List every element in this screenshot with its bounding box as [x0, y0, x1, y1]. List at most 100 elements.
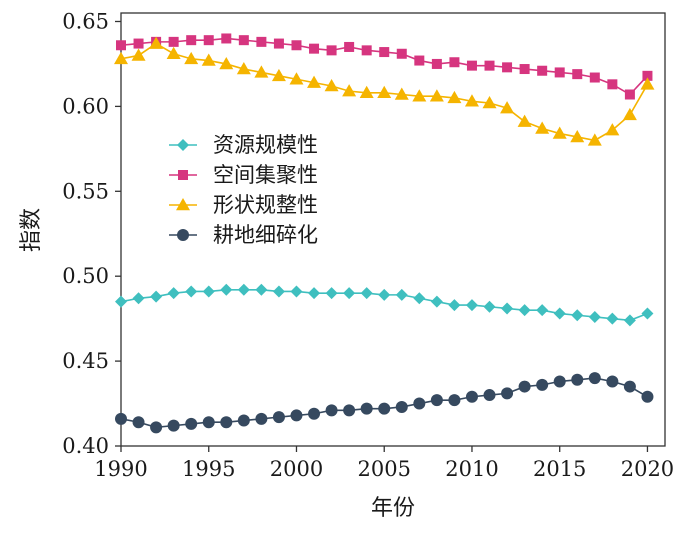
legend-label: 资源规模性 [213, 133, 318, 157]
data-point [606, 375, 619, 388]
data-point [570, 129, 585, 143]
data-point [482, 95, 497, 109]
data-point [412, 89, 427, 102]
data-point [413, 292, 426, 305]
data-point [309, 43, 320, 54]
data-point [414, 55, 425, 66]
data-point [518, 304, 531, 317]
data-point [325, 287, 338, 300]
data-point [465, 390, 478, 403]
data-point [483, 300, 496, 313]
data-point [116, 40, 126, 51]
data-point [308, 407, 321, 420]
y-tick-label: 0.55 [62, 179, 109, 203]
legend-item: 空间集聚性 [169, 163, 318, 187]
data-point [377, 85, 392, 99]
data-point [484, 60, 495, 71]
data-point [272, 285, 285, 298]
data-point [413, 397, 426, 410]
data-point [255, 283, 268, 296]
data-point [448, 299, 461, 312]
x-tick-label: 2015 [533, 457, 586, 481]
data-point [553, 307, 566, 320]
data-point [238, 35, 249, 46]
data-point [289, 72, 304, 85]
data-point [360, 287, 373, 300]
x-tick-label: 1990 [94, 457, 147, 481]
plot-frame [120, 12, 666, 447]
data-point [537, 65, 548, 76]
data-point [552, 126, 567, 139]
data-point [271, 68, 286, 82]
data-point [395, 400, 408, 413]
data-point [448, 394, 461, 407]
data-point [202, 416, 215, 429]
data-point [500, 101, 515, 114]
data-point [115, 412, 127, 425]
y-tick-label: 0.50 [62, 264, 109, 288]
data-point [254, 65, 269, 78]
data-point [466, 60, 477, 71]
data-point [273, 38, 284, 49]
data-point [464, 94, 479, 107]
data-point [587, 133, 602, 146]
data-point [131, 48, 146, 61]
data-point [203, 35, 214, 46]
x-tick-label: 2020 [621, 457, 674, 481]
data-point [554, 67, 565, 78]
data-point [291, 40, 302, 51]
data-point [150, 421, 163, 434]
data-point [342, 84, 357, 97]
data-point [221, 33, 232, 44]
legend-label: 形状规整性 [213, 193, 318, 217]
data-point [325, 404, 338, 417]
data-point [166, 46, 181, 60]
data-point [186, 35, 197, 46]
data-point [220, 283, 233, 296]
x-tick-label: 1995 [182, 457, 235, 481]
data-point [202, 285, 215, 298]
data-point [256, 36, 267, 47]
data-point [501, 302, 514, 315]
data-point [359, 85, 374, 99]
data-point [501, 387, 514, 400]
y-tick-label: 0.45 [62, 349, 109, 373]
data-point [396, 48, 407, 59]
data-point [447, 90, 462, 104]
data-point [536, 304, 549, 317]
axes: 1990 1995 2000 2005 2010 2015 2020 0.40 0.45 0.50… [62, 9, 674, 481]
data-point [343, 287, 356, 300]
legend-marker [177, 229, 189, 241]
data-point [132, 292, 145, 305]
legend-marker [178, 170, 188, 180]
x-tick-label: 2010 [445, 457, 498, 481]
data-point [185, 417, 198, 430]
data-point [237, 283, 250, 296]
data-point [324, 79, 339, 92]
data-point [571, 309, 584, 322]
data-point [465, 299, 478, 312]
data-point [133, 38, 144, 49]
data-point [518, 380, 531, 393]
data-point [641, 307, 654, 320]
data-point [290, 409, 303, 422]
data-point [642, 70, 653, 81]
data-point [588, 310, 601, 323]
legend-item: 资源规模性 [169, 133, 318, 157]
data-point [519, 64, 530, 75]
data-point [605, 123, 620, 136]
data-point [571, 373, 584, 386]
data-point [483, 389, 496, 402]
data-point [502, 62, 513, 73]
legend-label: 耕地细碎化 [213, 223, 318, 247]
data-point [219, 56, 234, 70]
data-point [572, 69, 583, 80]
series-triangle [114, 36, 655, 146]
data-point [167, 419, 180, 432]
data-point [536, 378, 549, 391]
data-point [379, 47, 390, 58]
legend-marker [177, 139, 189, 151]
data-point [431, 58, 442, 69]
data-point [184, 51, 199, 65]
